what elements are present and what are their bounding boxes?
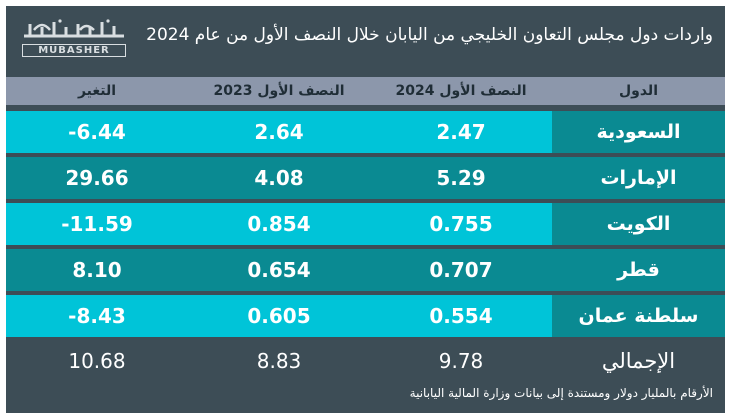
row-value-h1-2023: 0.654 <box>188 249 370 291</box>
row-country-label: سلطنة عمان <box>552 295 725 337</box>
logo-arabic-mark <box>24 19 124 38</box>
table-row: سلطنة عمان 0.554 0.605 -8.43 <box>6 295 725 337</box>
row-value-h1-2024: 0.707 <box>370 249 552 291</box>
total-row: الإجمالي 9.78 8.83 10.68 <box>6 341 725 381</box>
header: MUBASHER واردات دول مجلس التعاون الخليجي… <box>6 6 725 68</box>
total-change: 10.68 <box>68 349 126 373</box>
row-value-h1-2023: 4.08 <box>188 157 370 199</box>
column-header-country: الدول <box>619 83 658 99</box>
row-country-label: قطر <box>552 249 725 291</box>
table-row: الكويت 0.755 0.854 -11.59 <box>6 203 725 245</box>
row-value-change: -6.44 <box>6 111 188 153</box>
row-value-change: -8.43 <box>6 295 188 337</box>
mubasher-logo: MUBASHER <box>20 18 128 58</box>
column-header-h1-2023: النصف الأول 2023 <box>213 83 345 99</box>
row-value-h1-2023: 0.605 <box>188 295 370 337</box>
row-value-h1-2024: 5.29 <box>370 157 552 199</box>
logo-english-text: MUBASHER <box>22 44 126 57</box>
column-header-bar: الدول النصف الأول 2024 النصف الأول 2023 … <box>6 77 725 105</box>
column-header-h1-2024: النصف الأول 2024 <box>395 83 527 99</box>
row-country-label: السعودية <box>552 111 725 153</box>
row-value-h1-2024: 0.554 <box>370 295 552 337</box>
table-row: الإمارات 5.29 4.08 29.66 <box>6 157 725 199</box>
table-row: قطر 0.707 0.654 8.10 <box>6 249 725 291</box>
row-value-h1-2024: 2.47 <box>370 111 552 153</box>
total-h1-2024: 9.78 <box>438 349 484 373</box>
row-value-change: -11.59 <box>6 203 188 245</box>
row-value-h1-2023: 2.64 <box>188 111 370 153</box>
source-footnote: الأرقام بالمليار دولار ومستندة إلى بيانا… <box>409 386 713 400</box>
table-row: السعودية 2.47 2.64 -6.44 <box>6 111 725 153</box>
infographic-frame: MUBASHER واردات دول مجلس التعاون الخليجي… <box>6 6 725 413</box>
page-title: واردات دول مجلس التعاون الخليجي من الياب… <box>146 25 713 45</box>
row-value-h1-2024: 0.755 <box>370 203 552 245</box>
row-country-label: الإمارات <box>552 157 725 199</box>
total-label: الإجمالي <box>601 349 676 373</box>
column-header-change: التغير <box>77 83 117 99</box>
row-value-change: 29.66 <box>6 157 188 199</box>
row-value-h1-2023: 0.854 <box>188 203 370 245</box>
row-value-change: 8.10 <box>6 249 188 291</box>
total-h1-2023: 8.83 <box>256 349 302 373</box>
row-country-label: الكويت <box>552 203 725 245</box>
